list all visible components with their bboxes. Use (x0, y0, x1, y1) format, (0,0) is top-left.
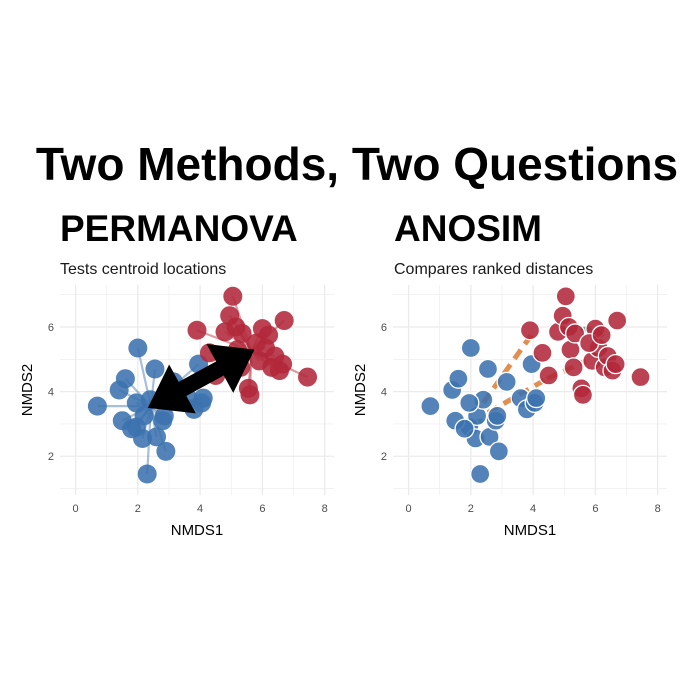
permanova-subtitle: Tests centroid locations (60, 261, 226, 278)
data-point (87, 396, 107, 416)
between-distance-link (486, 376, 549, 415)
anosim-panel: ANOSIM Compares ranked distances 0 2 4 6 8 2 4… (352, 208, 667, 539)
data-point (147, 427, 167, 447)
x-tick-label: 2 (468, 503, 474, 515)
data-point (454, 418, 475, 439)
centroid-arrow-head (206, 344, 255, 393)
data-point (526, 387, 547, 409)
data-point (240, 385, 260, 405)
data-point (259, 325, 279, 345)
data-point (630, 366, 651, 388)
y-axis-label: NMDS2 (352, 364, 369, 417)
permanova-title: PERMANOVA (60, 208, 298, 249)
data-point (459, 392, 480, 414)
permanova-panel: PERMANOVA Tests centroid locations 0 2 4 6 8… (19, 208, 334, 539)
data-point (223, 286, 243, 306)
x-tick-label: 0 (73, 503, 79, 515)
y-tick-label: 2 (48, 451, 54, 463)
data-point (607, 310, 628, 331)
data-point (298, 367, 318, 387)
x-axis-label: NMDS1 (171, 522, 224, 539)
x-tick-label: 0 (406, 503, 412, 515)
data-point (273, 354, 293, 374)
data-point (477, 358, 499, 380)
x-axis-label: NMDS1 (504, 522, 557, 539)
data-point (460, 337, 481, 359)
data-point (154, 406, 174, 426)
data-point (488, 441, 510, 462)
data-point (115, 369, 135, 389)
data-point (137, 464, 157, 484)
x-tick-label: 8 (655, 503, 661, 515)
data-point (555, 286, 576, 307)
data-point (532, 342, 553, 363)
x-tick-label: 2 (135, 503, 141, 515)
data-point (122, 419, 142, 439)
data-point (538, 365, 559, 386)
data-point (572, 384, 594, 405)
x-tick-label: 4 (530, 503, 536, 515)
data-point (563, 357, 584, 378)
data-point (605, 354, 626, 375)
y-axis-label: NMDS2 (19, 364, 36, 417)
x-tick-label: 4 (197, 503, 203, 515)
data-point (156, 441, 176, 461)
x-tick-label: 6 (592, 503, 598, 515)
figure-title: Two Methods, Two Questions (36, 138, 678, 190)
anosim-title: ANOSIM (394, 208, 542, 249)
between-distance-link (481, 328, 537, 405)
data-point (496, 371, 517, 393)
data-point (232, 323, 252, 343)
y-tick-label: 6 (381, 322, 387, 334)
x-tick-label: 6 (259, 503, 265, 515)
data-point (487, 405, 508, 426)
data-point (470, 463, 491, 485)
data-point (145, 359, 165, 379)
data-point (187, 320, 207, 340)
data-point (126, 393, 146, 413)
data-point (420, 396, 441, 417)
y-tick-label: 6 (48, 322, 54, 334)
anosim-subtitle: Compares ranked distances (394, 261, 593, 278)
data-point (519, 320, 541, 341)
y-tick-label: 4 (381, 387, 387, 399)
data-point (274, 311, 294, 331)
data-point (193, 388, 213, 408)
y-tick-label: 2 (381, 451, 387, 463)
data-point (128, 338, 148, 358)
x-tick-label: 8 (322, 503, 328, 515)
y-tick-label: 4 (48, 387, 54, 399)
data-point (564, 323, 586, 344)
centroid-arrow-head (147, 364, 196, 414)
permanova-plot: 0 2 4 6 8 2 4 6 NMDS1 NMDS2 (19, 285, 334, 539)
anosim-plot: 0 2 4 6 8 2 4 6 NMDS1 NMDS2 (352, 285, 667, 539)
data-point (591, 324, 612, 346)
data-point (448, 368, 469, 389)
